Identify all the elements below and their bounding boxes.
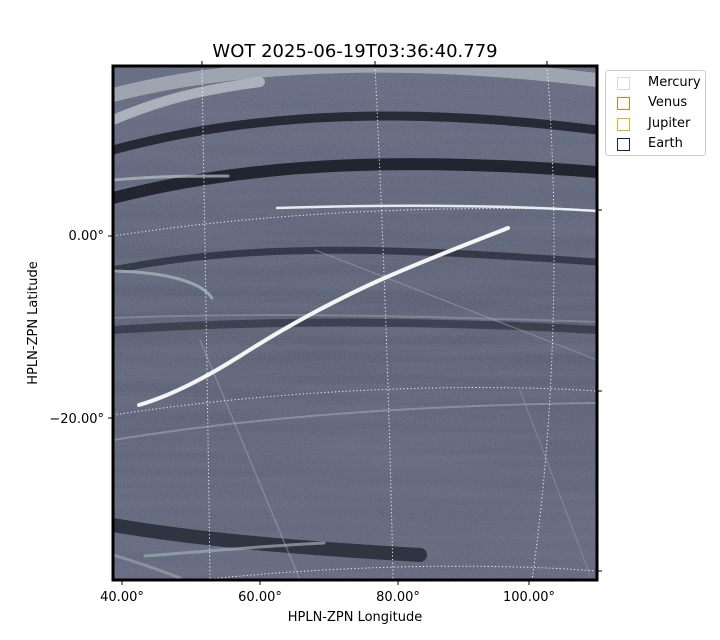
grid-lon-3 (531, 66, 555, 580)
legend-label: Earth (648, 136, 683, 151)
legend-item-jupiter: Jupiter (617, 116, 705, 133)
dark-band-4 (113, 318, 597, 334)
faint-band-3 (113, 402, 597, 441)
faint-band-1 (113, 174, 230, 182)
bright-band-left (113, 77, 265, 125)
grid-lon-2 (374, 66, 394, 580)
faint-diagonal-3 (519, 389, 591, 576)
faint-diagonal-1 (314, 249, 597, 361)
dark-band-5 (113, 518, 427, 562)
axis-ticks (108, 61, 602, 585)
plot-frame (111, 64, 599, 582)
faint-curve-left (113, 269, 214, 300)
faint-diagonal-2 (199, 339, 301, 580)
legend-label: Venus (648, 95, 688, 110)
dark-band-1 (113, 111, 597, 155)
coordinate-grid (113, 66, 597, 580)
grid-lon-1 (201, 66, 211, 580)
legend-item-earth: Earth (617, 136, 705, 153)
x-tick-label: 100.00° (503, 590, 555, 605)
main-bright-trail (137, 226, 510, 407)
faint-band-5 (113, 553, 182, 580)
legend-swatch (617, 138, 630, 151)
y-tick-label: −20.00° (49, 412, 104, 427)
y-tick-label: 0.00° (69, 229, 104, 244)
dark-band-3 (113, 246, 597, 274)
image-grain (113, 66, 597, 580)
x-tick-label: 40.00° (100, 590, 144, 605)
plot-area (113, 66, 597, 580)
legend-swatch (617, 77, 630, 90)
y-axis-label: HPLN-ZPN Latitude (26, 261, 41, 384)
legend-label: Mercury (648, 75, 701, 90)
faint-band-2 (113, 314, 597, 323)
x-tick-label: 80.00° (376, 590, 420, 605)
chart-title: WOT 2025-06-19T03:36:40.779 (212, 41, 497, 62)
legend: Mercury Venus Jupiter Earth (605, 70, 706, 156)
legend-swatch (617, 118, 630, 131)
dark-band-2 (113, 158, 597, 204)
x-axis-label: HPLN-ZPN Longitude (288, 610, 423, 625)
legend-label: Jupiter (648, 116, 691, 131)
faint-band-4 (143, 541, 326, 558)
x-tick-label: 60.00° (238, 590, 282, 605)
legend-item-mercury: Mercury (617, 75, 705, 92)
legend-item-venus: Venus (617, 95, 705, 112)
legend-swatch (617, 97, 630, 110)
